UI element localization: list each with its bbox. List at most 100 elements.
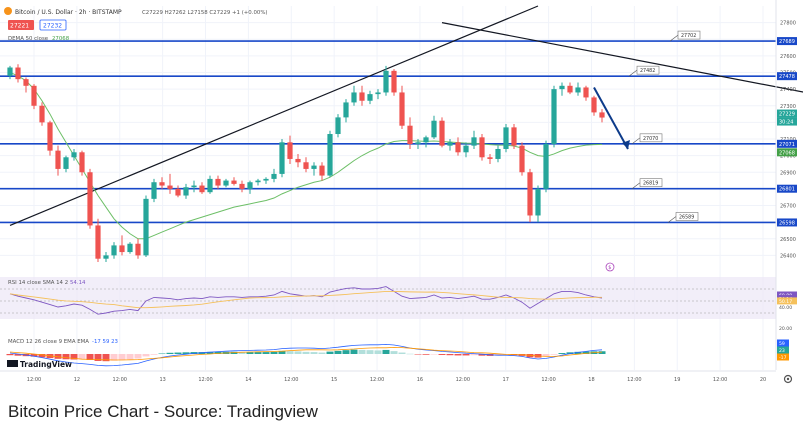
macd-histogram-bar <box>270 351 278 354</box>
callout-box <box>639 133 663 143</box>
candle-body <box>143 198 149 256</box>
price-tick-label: 26500 <box>780 237 796 243</box>
rsi-axis-text: 40.00 <box>779 305 792 311</box>
macd-histogram-bar <box>382 349 390 354</box>
candle-body <box>303 162 309 169</box>
macd-histogram-bar <box>318 352 326 354</box>
time-tick-label: 12:00 <box>370 377 384 383</box>
candle-body <box>351 92 357 103</box>
macd-histogram-bar <box>582 351 590 354</box>
level-callouts: 27702 27482 27070 26819 26589 <box>628 30 701 223</box>
sell-button[interactable] <box>8 20 34 30</box>
macd-histogram-bar <box>374 350 382 354</box>
gear-icon[interactable] <box>783 374 793 384</box>
level-price-tag <box>777 37 797 46</box>
time-tick-label: 13 <box>159 377 165 383</box>
event-marker-icon[interactable] <box>605 262 615 272</box>
trendlines <box>9 5 803 227</box>
candle-body <box>535 188 541 216</box>
candle-body <box>503 127 509 149</box>
symbol-title[interactable]: Bitcoin / U.S. Dollar · 2h · BITSTAMP <box>15 9 122 16</box>
candle-body <box>167 185 173 189</box>
candle-body <box>63 157 69 169</box>
macd-histogram-bar <box>254 352 262 354</box>
candle-body <box>231 180 237 184</box>
macd-histogram-bar <box>70 354 78 360</box>
candle-body <box>311 165 317 169</box>
macd-axis-text: 23 <box>779 348 785 354</box>
callout-text: 27070 <box>643 136 658 142</box>
candle-body <box>479 137 485 158</box>
price-tick-label: 27800 <box>780 21 796 27</box>
time-axis: 12:00 12 12:00 13 12:00 14 12:00 15 12:00 16 12:00… <box>27 377 766 383</box>
macd-histogram-bar <box>574 351 582 354</box>
callout-leader <box>631 137 641 145</box>
macd-histogram-bar <box>278 350 286 354</box>
indicator-label[interactable]: DEMA 50 close <box>8 36 49 42</box>
trendline <box>441 22 803 93</box>
candle-body <box>23 79 29 86</box>
price-tick-label: 26700 <box>780 204 796 210</box>
rsi-ma-polyline <box>9 290 603 309</box>
candle-body <box>239 183 245 189</box>
time-tick-label: 12:00 <box>713 377 727 383</box>
macd-histogram-bar <box>310 352 318 354</box>
logo-text: TradingView <box>20 360 72 369</box>
time-tick-label: 12:00 <box>456 377 470 383</box>
macd-label[interactable]: MACD 12 26 close 9 EMA EMA <box>8 339 89 345</box>
macd-histogram-bar <box>550 354 558 355</box>
macd-histogram-bar <box>94 354 102 361</box>
price-tick-label: 27000 <box>780 154 796 160</box>
callout-text: 27482 <box>640 68 655 74</box>
candle-body <box>375 92 381 95</box>
candle-body <box>575 87 581 93</box>
candle-body <box>127 243 133 253</box>
time-tick-label: 18 <box>588 377 594 383</box>
candle-body <box>455 142 461 153</box>
candle-body <box>271 173 277 179</box>
macd-histogram-bar <box>214 351 222 354</box>
price-tick-label: 26400 <box>780 253 796 259</box>
price-tick-label: 27400 <box>780 87 796 93</box>
price-tick-label: 26900 <box>780 170 796 176</box>
tradingview-logo: TradingView <box>7 360 72 369</box>
sell-price: 27221 <box>10 23 29 30</box>
candle-body <box>223 180 229 186</box>
candle-body <box>183 187 189 196</box>
macd-histogram-bar <box>366 350 374 354</box>
candle-body <box>255 180 261 183</box>
candle-body <box>319 165 325 176</box>
rsi-axis-text: 50.17 <box>779 299 792 305</box>
macd-histogram-bar <box>118 354 126 360</box>
candle-body <box>487 157 493 159</box>
macd-values: -17 59 23 <box>92 339 118 345</box>
rsi-axis-text: 20.00 <box>779 326 792 332</box>
buy-button[interactable] <box>39 19 67 31</box>
candle-body <box>463 145 469 153</box>
macd-axis-text: 59 <box>779 341 785 347</box>
candle-body <box>519 145 525 173</box>
time-tick-label: 16 <box>417 377 423 383</box>
candle-body <box>247 182 253 189</box>
macd-histogram-bar <box>150 354 158 355</box>
time-tick-label: 12 <box>74 377 80 383</box>
dema-polyline <box>9 72 603 240</box>
time-tick-label: 12:00 <box>541 377 555 383</box>
candle-body <box>399 92 405 126</box>
macd-histogram-bar <box>134 354 142 359</box>
candle-body <box>15 67 21 80</box>
rsi-label[interactable]: RSI 14 close SMA 14 2 <box>8 280 68 286</box>
price-tag-text: 27068 <box>779 150 795 156</box>
candle-body <box>199 185 205 193</box>
macd-histogram-bar <box>438 354 446 355</box>
candle-body <box>383 70 389 93</box>
candle-body <box>431 120 437 138</box>
candle-body <box>343 102 349 118</box>
callout-text: 26589 <box>679 214 694 220</box>
macd-histogram-bar <box>566 352 574 354</box>
callout-box <box>639 178 663 188</box>
candle-body <box>591 97 597 113</box>
time-tick-label: 12:00 <box>27 377 41 383</box>
